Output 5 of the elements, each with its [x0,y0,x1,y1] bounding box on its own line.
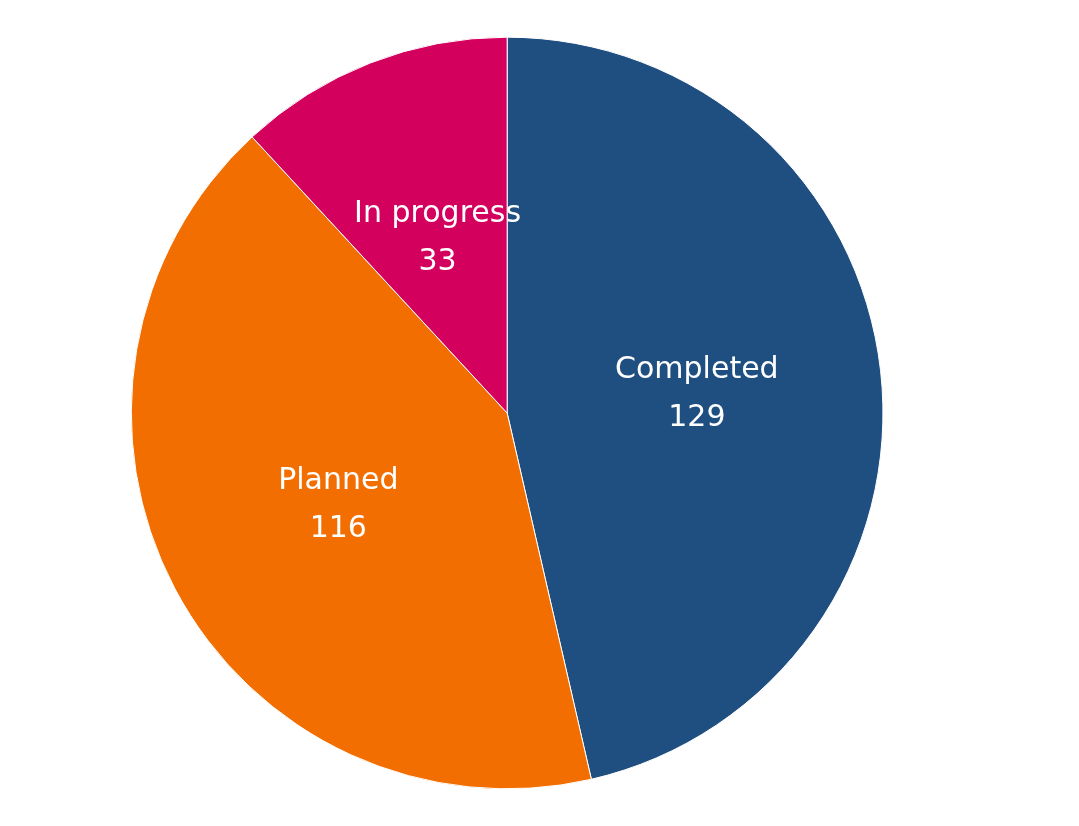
data-label: 33 [418,241,457,277]
slice-label: Planned [278,460,399,496]
slice-label: Completed [615,349,779,385]
data-label: 116 [309,508,367,544]
data-label: 129 [668,397,726,433]
